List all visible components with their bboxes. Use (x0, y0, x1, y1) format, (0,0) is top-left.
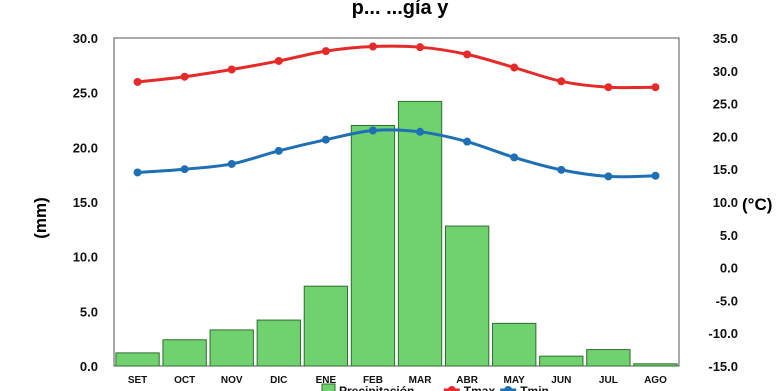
x-tick-label: MAR (409, 375, 433, 386)
legend-marker-tmin (504, 386, 513, 391)
y2-axis-label: (°C) (742, 195, 772, 214)
left-axis-ticks: 0.0 5.0 10.0 15.0 20.0 25.0 30.0 (73, 31, 98, 374)
tmin-point-set (133, 168, 142, 177)
legend-swatch-precipitación (321, 383, 336, 391)
precipitation-bars (115, 100, 678, 367)
y2-tick-label: -10.0 (708, 326, 738, 341)
tmax-point-dic (274, 56, 283, 65)
y-tick-label: 15.0 (73, 195, 98, 210)
precip-bar-oct (162, 339, 207, 367)
x-axis-ticks: SET OCT NOV DIC ENE FEB MAR ABR MAY JUN JUL AGO (128, 375, 667, 386)
tmax-point-set (133, 77, 142, 86)
tmax-point-may (510, 63, 519, 72)
y-tick-label: 10.0 (73, 250, 98, 265)
right-axis-ticks: -15.0 -10.0 -5.0 0.0 5.0 10.0 15.0 20.0 25.0 30.0… (708, 31, 738, 374)
precip-bar-ene (303, 285, 349, 367)
tmin-point-mar (416, 127, 425, 136)
tmax-point-ago (651, 83, 660, 92)
y2-tick-label: 10.0 (713, 195, 738, 210)
tmax-point-abr (463, 50, 472, 59)
y2-tick-label: -5.0 (716, 293, 738, 308)
x-tick-label: OCT (174, 375, 195, 386)
precip-bar-dic (256, 319, 301, 367)
precip-bar-abr (444, 225, 490, 367)
tmin-point-oct (180, 165, 189, 174)
precip-bar-ago (633, 363, 678, 367)
y-tick-label: 20.0 (73, 140, 98, 155)
y2-tick-label: 15.0 (713, 162, 738, 177)
y-tick-label: 5.0 (80, 304, 98, 319)
x-tick-label: AGO (644, 375, 667, 386)
legend: Precipitación Tmax Tmin (321, 383, 549, 391)
x-tick-label: JUL (599, 375, 618, 386)
y2-tick-label: 5.0 (720, 228, 738, 243)
x-tick-label: JUN (551, 375, 571, 386)
y2-tick-label: 25.0 (713, 97, 738, 112)
tmax-point-nov (227, 65, 236, 74)
tmin-point-dic (274, 146, 283, 155)
tmax-point-jul (604, 83, 613, 92)
precip-bar-set (115, 352, 160, 367)
tmin-point-ago (651, 171, 660, 180)
y2-tick-label: -15.0 (708, 359, 738, 374)
precip-bar-jul (586, 349, 631, 367)
tmin-point-may (510, 153, 519, 162)
tmax-point-mar (416, 43, 425, 52)
tmin-point-abr (463, 137, 472, 146)
legend-label-tmin: Tmin (520, 384, 549, 391)
x-tick-label: NOV (221, 375, 243, 386)
y2-tick-label: 30.0 (713, 64, 738, 79)
legend-marker-tmax (447, 386, 456, 391)
tmin-point-jun (557, 165, 566, 174)
precip-bar-mar (397, 100, 443, 367)
y-tick-label: 0.0 (80, 359, 98, 374)
y2-tick-label: 35.0 (713, 31, 738, 46)
plot-area (113, 37, 680, 367)
tmin-point-nov (227, 159, 236, 168)
tmax-point-oct (180, 72, 189, 81)
tmax-point-ene (321, 47, 330, 56)
x-tick-label: FEB (363, 375, 383, 386)
precip-bar-jun (539, 355, 584, 367)
tmax-point-feb (368, 42, 377, 51)
legend-label-precipitación: Precipitación (339, 384, 414, 391)
x-tick-label: DIC (270, 375, 287, 386)
x-tick-label: SET (128, 375, 147, 386)
y-axis-label: (mm) (31, 197, 50, 239)
precip-bar-feb (350, 124, 396, 367)
y2-tick-label: 20.0 (713, 129, 738, 144)
y-tick-label: 25.0 (73, 86, 98, 101)
temperature-lines (133, 42, 660, 181)
tmax-point-jun (557, 77, 566, 86)
tmin-point-feb (368, 126, 377, 135)
x-tick-label: MAY (504, 375, 526, 386)
x-tick-label: ABR (456, 375, 478, 386)
tmin-point-jul (604, 172, 613, 181)
chart-title: p... ...gía y (352, 0, 450, 19)
precip-bar-may (492, 322, 537, 367)
y-tick-label: 30.0 (73, 31, 98, 46)
tmin-line (137, 128, 656, 179)
precip-bar-nov (209, 329, 254, 367)
y2-tick-label: 0.0 (720, 261, 738, 276)
legend-label-tmax: Tmax (464, 384, 496, 391)
tmin-point-ene (321, 135, 330, 144)
x-tick-label: ENE (316, 375, 337, 386)
